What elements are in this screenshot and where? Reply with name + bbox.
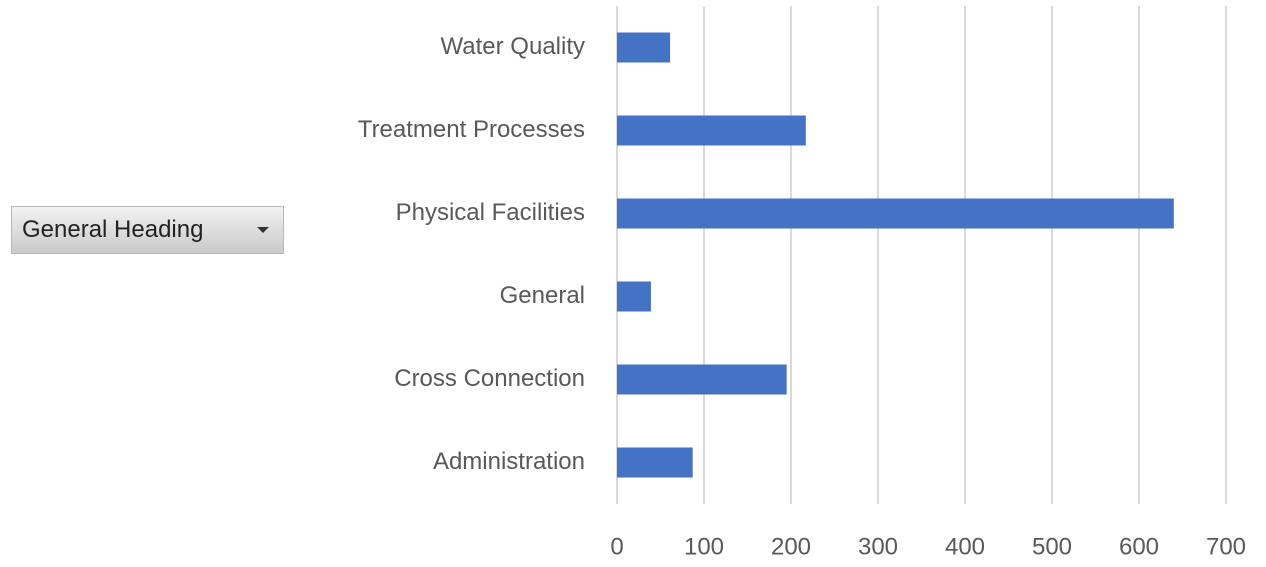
bar — [617, 198, 1174, 229]
bar — [617, 364, 787, 395]
x-tick-label: 0 — [610, 533, 623, 560]
y-tick-label: Administration — [433, 448, 585, 475]
dropdown-arrow — [257, 227, 269, 233]
field-button[interactable]: General Heading — [11, 206, 284, 254]
y-tick-label: General — [500, 282, 585, 309]
bar — [617, 115, 806, 146]
bar — [617, 281, 651, 312]
x-tick-label: 600 — [1119, 533, 1159, 560]
x-tick-label: 400 — [945, 533, 985, 560]
x-tick-label: 100 — [684, 533, 724, 560]
y-tick-label: Cross Connection — [394, 365, 585, 392]
x-tick-label: 700 — [1206, 533, 1246, 560]
field-button-label: General Heading — [22, 216, 204, 243]
y-tick-label: Treatment Processes — [358, 116, 585, 143]
y-tick-label: Physical Facilities — [396, 199, 585, 226]
x-tick-label: 300 — [858, 533, 898, 560]
x-tick-label: 500 — [1032, 533, 1072, 560]
y-tick-label: Water Quality — [441, 33, 585, 60]
x-tick-label: 200 — [771, 533, 811, 560]
bar — [617, 447, 693, 478]
bar — [617, 32, 671, 63]
